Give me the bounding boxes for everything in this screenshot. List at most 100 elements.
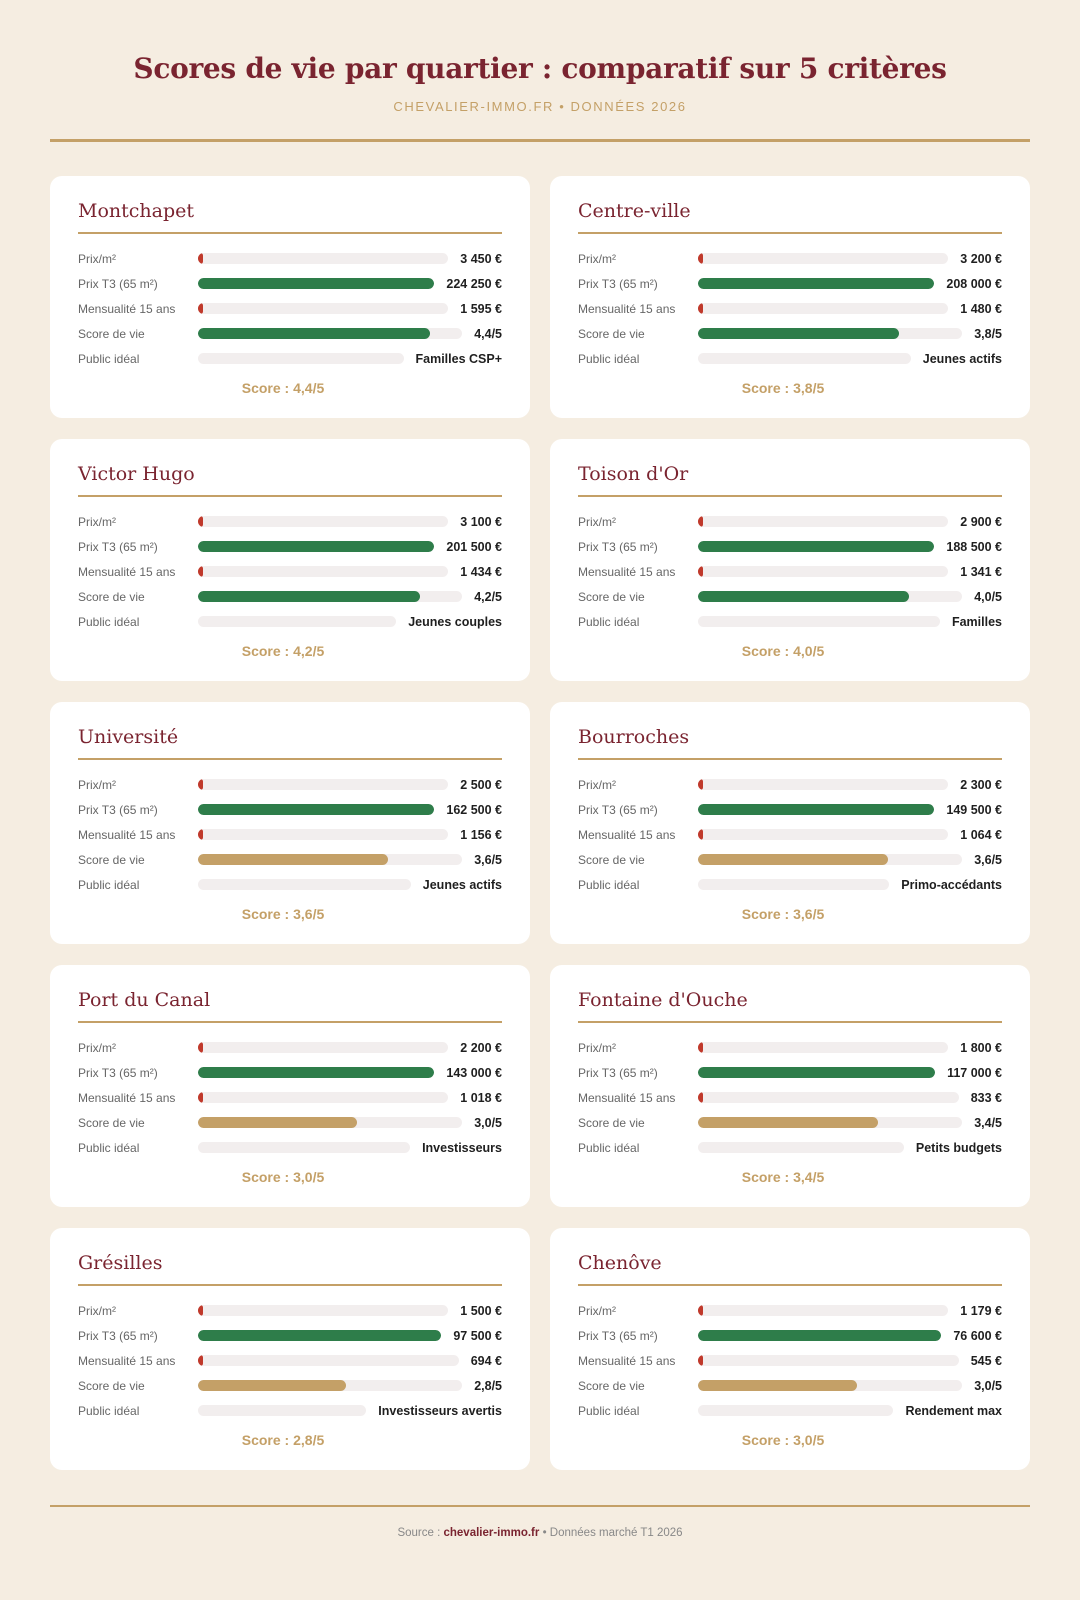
mensualite-label: Mensualité 15 ans [578, 1090, 676, 1105]
score-vie-label: Score de vie [578, 1378, 645, 1393]
prix-m2-bar [198, 779, 203, 790]
mensualite-label: Mensualité 15 ans [578, 1353, 676, 1368]
mensualite-row: Mensualité 15 ans 1 434 € [78, 559, 502, 584]
footer-divider [50, 1505, 1030, 1507]
prix-m2-label: Prix/m² [578, 1040, 616, 1055]
public-ideal-value: Jeunes couples [408, 614, 502, 629]
score-vie-value: 4,4/5 [474, 326, 502, 341]
prix-m2-bar [198, 253, 203, 264]
public-ideal-row: Public idéal Primo-accédants [578, 872, 1002, 897]
prix-t3-row: Prix T3 (65 m²) 117 000 € [578, 1060, 1002, 1085]
public-ideal-value: Petits budgets [915, 1140, 1002, 1155]
prix-t3-row: Prix T3 (65 m²) 143 000 € [78, 1060, 502, 1085]
prix-m2-bar [698, 253, 703, 264]
prix-m2-label: Prix/m² [78, 1040, 116, 1055]
district-divider [78, 758, 502, 760]
prix-t3-value: 97 500 € [453, 1328, 502, 1343]
mensualite-row: Mensualité 15 ans 1 018 € [78, 1085, 502, 1110]
public-ideal-row: Public idéal Petits budgets [578, 1135, 1002, 1160]
mensualite-bar [198, 1355, 204, 1366]
district-grid: Montchapet Prix/m² 3 450 € Prix T3 (65 m²) 2… [50, 176, 1030, 1470]
prix-t3-bar-track [198, 1330, 442, 1341]
public-ideal-row: Public idéal Investisseurs avertis [78, 1398, 502, 1423]
score-vie-label: Score de vie [78, 1115, 145, 1130]
district-card: Port du Canal Prix/m² 2 200 € Prix T3 (65 m… [50, 965, 530, 1207]
prix-m2-value: 3 100 € [460, 514, 502, 529]
prix-m2-row: Prix/m² 3 450 € [78, 246, 502, 271]
prix-t3-label: Prix T3 (65 m²) [578, 1328, 658, 1343]
score-vie-bar [698, 854, 889, 865]
prix-t3-value: 76 600 € [953, 1328, 1002, 1343]
score-vie-bar [198, 854, 389, 865]
public-ideal-row: Public idéal Familles [578, 609, 1002, 634]
prix-m2-label: Prix/m² [578, 1303, 616, 1318]
prix-m2-bar-track [198, 253, 449, 264]
district-divider [578, 1021, 1002, 1023]
prix-m2-value: 2 200 € [460, 1040, 502, 1055]
prix-t3-bar [198, 1330, 442, 1341]
score-vie-row: Score de vie 3,4/5 [578, 1110, 1002, 1135]
mensualite-bar-track [198, 829, 449, 840]
mensualite-row: Mensualité 15 ans 1 595 € [78, 296, 502, 321]
score-vie-bar-track [698, 1380, 963, 1391]
prix-m2-value: 3 200 € [960, 251, 1002, 266]
prix-m2-label: Prix/m² [78, 514, 116, 529]
district-card: Montchapet Prix/m² 3 450 € Prix T3 (65 m²) 2… [50, 176, 530, 418]
prix-t3-bar [698, 804, 935, 815]
prix-m2-value: 1 500 € [460, 1303, 502, 1318]
prix-m2-value: 3 450 € [460, 251, 502, 266]
district-divider [578, 1284, 1002, 1286]
score-vie-bar [698, 328, 899, 339]
prix-t3-bar [198, 804, 435, 815]
mensualite-label: Mensualité 15 ans [78, 301, 176, 316]
public-ideal-row: Public idéal Jeunes actifs [578, 346, 1002, 371]
public-ideal-label: Public idéal [78, 877, 140, 892]
district-card: Fontaine d'Ouche Prix/m² 1 800 € Prix T3 (6… [550, 965, 1030, 1207]
district-score: Score : 3,8/5 [741, 380, 825, 396]
score-vie-bar [698, 591, 910, 602]
prix-m2-label: Prix/m² [578, 777, 616, 792]
score-vie-value: 3,6/5 [474, 852, 502, 867]
footer-suffix: • Données marché T1 2026 [542, 1527, 683, 1539]
prix-m2-bar-track [198, 516, 449, 527]
footer-prefix: Source : [397, 1527, 441, 1539]
score-vie-bar-track [698, 1117, 963, 1128]
prix-m2-value: 2 300 € [960, 777, 1002, 792]
district-divider [578, 495, 1002, 497]
prix-m2-row: Prix/m² 2 900 € [578, 509, 1002, 534]
prix-t3-label: Prix T3 (65 m²) [578, 802, 658, 817]
score-vie-row: Score de vie 4,2/5 [78, 584, 502, 609]
mensualite-bar-track [198, 1355, 459, 1366]
score-vie-value: 3,8/5 [974, 326, 1002, 341]
prix-t3-row: Prix T3 (65 m²) 149 500 € [578, 797, 1002, 822]
score-vie-bar [198, 1117, 357, 1128]
district-card: Université Prix/m² 2 500 € Prix T3 (65 m²) 1… [50, 702, 530, 944]
district-card: Centre-ville Prix/m² 3 200 € Prix T3 (65 m²… [550, 176, 1030, 418]
prix-t3-bar [198, 1067, 435, 1078]
prix-m2-bar-track [698, 1305, 949, 1316]
district-divider [578, 758, 1002, 760]
prix-t3-label: Prix T3 (65 m²) [78, 539, 158, 554]
mensualite-bar [698, 303, 703, 314]
district-name: Université [78, 726, 179, 748]
prix-t3-row: Prix T3 (65 m²) 201 500 € [78, 534, 502, 559]
prix-m2-value: 1 179 € [960, 1303, 1002, 1318]
prix-t3-bar-track [698, 1067, 936, 1078]
prix-t3-value: 162 500 € [446, 802, 502, 817]
mensualite-bar-track [198, 303, 449, 314]
prix-m2-bar-track [698, 779, 949, 790]
score-vie-row: Score de vie 3,0/5 [578, 1373, 1002, 1398]
mensualite-bar-track [698, 829, 949, 840]
prix-t3-row: Prix T3 (65 m²) 224 250 € [78, 271, 502, 296]
prix-t3-row: Prix T3 (65 m²) 97 500 € [78, 1323, 502, 1348]
mensualite-bar [698, 829, 703, 840]
prix-t3-label: Prix T3 (65 m²) [78, 276, 158, 291]
district-name: Grésilles [78, 1252, 163, 1274]
district-card: Toison d'Or Prix/m² 2 900 € Prix T3 (65 m²)… [550, 439, 1030, 681]
public-ideal-bar-track [698, 616, 940, 627]
score-vie-bar [698, 1117, 878, 1128]
footer-brand: chevalier-immo.fr [443, 1527, 540, 1539]
public-ideal-row: Public idéal Investisseurs [78, 1135, 502, 1160]
district-card: Chenôve Prix/m² 1 179 € Prix T3 (65 m²) 76 6… [550, 1228, 1030, 1470]
public-ideal-row: Public idéal Familles CSP+ [78, 346, 502, 371]
